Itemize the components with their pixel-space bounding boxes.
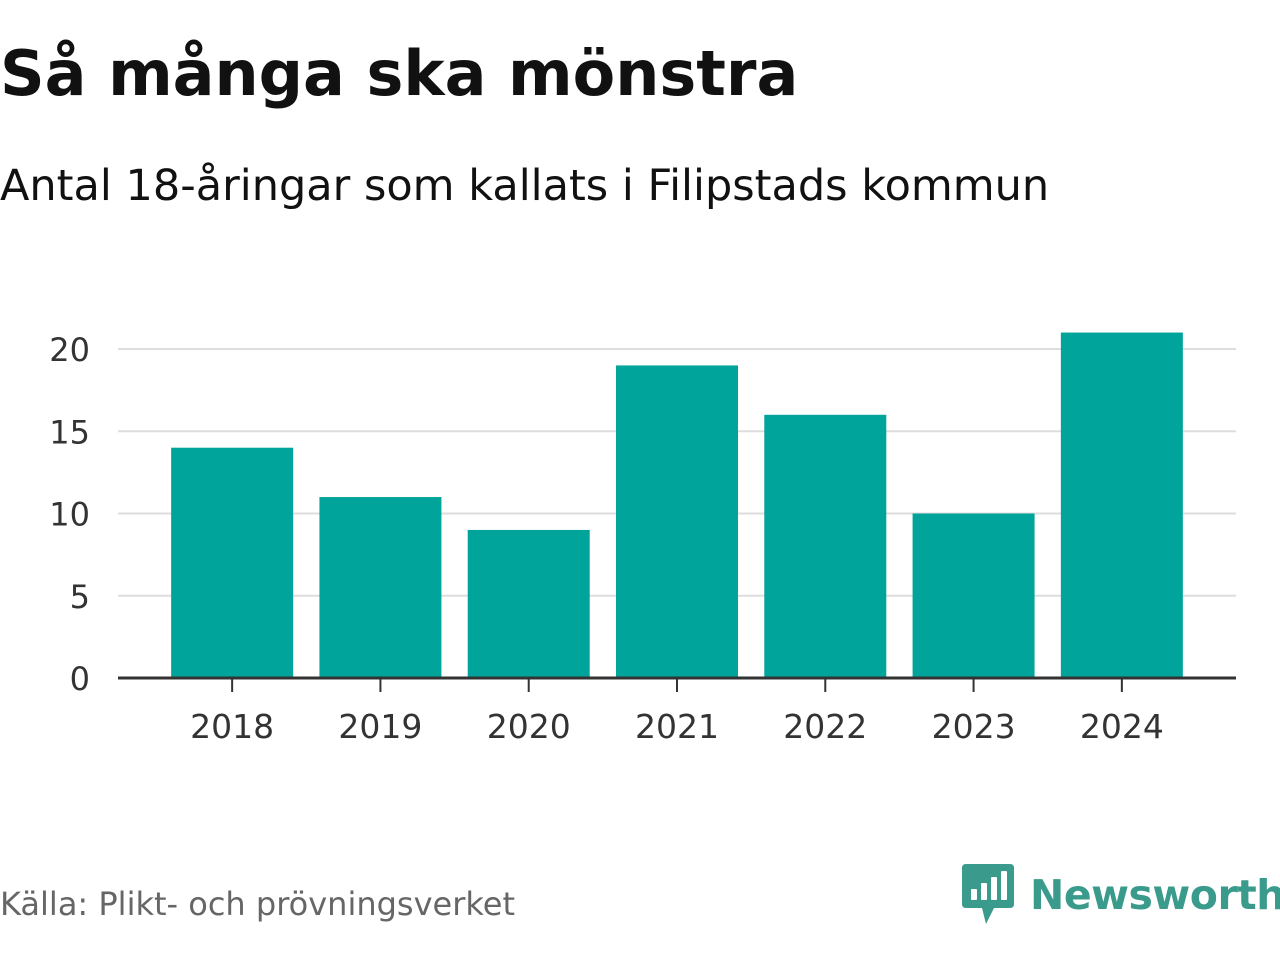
y-tick-label: 15 [49, 413, 90, 451]
x-tick-label: 2023 [932, 707, 1016, 746]
brand: Newsworthy [962, 862, 1280, 928]
bars [171, 332, 1183, 678]
y-tick-label: 5 [70, 578, 90, 616]
y-tick-label: 0 [70, 660, 90, 698]
x-tick-label: 2021 [635, 707, 719, 746]
y-tick-labels: 0 5 10 15 20 [49, 331, 90, 698]
chart-title: Så många ska mönstra [0, 37, 799, 110]
x-tick-label: 2020 [487, 707, 571, 746]
bar-2019 [319, 497, 442, 678]
brand-name: Newsworthy [1030, 871, 1280, 919]
x-tick-labels: 2018 2019 2020 2021 2022 2023 2024 [190, 707, 1164, 746]
y-tick-label: 20 [49, 331, 90, 369]
bar-2023 [912, 513, 1035, 678]
bar-2024 [1060, 332, 1183, 678]
bar-2022 [764, 414, 887, 678]
source-note: Källa: Plikt- och prövningsverket [0, 885, 515, 923]
bar-2018 [171, 447, 294, 678]
y-tick-label: 10 [49, 496, 90, 534]
bar-2020 [467, 529, 590, 678]
newsworthy-logo-icon [962, 864, 1014, 924]
x-tick-label: 2018 [190, 707, 274, 746]
x-tick-label: 2024 [1080, 707, 1164, 746]
x-tick-label: 2019 [338, 707, 422, 746]
x-axis [118, 676, 1236, 692]
bar-2021 [616, 365, 738, 678]
chart-subtitle: Antal 18-åringar som kallats i Filipstad… [0, 161, 1050, 211]
x-tick-label: 2022 [783, 707, 867, 746]
